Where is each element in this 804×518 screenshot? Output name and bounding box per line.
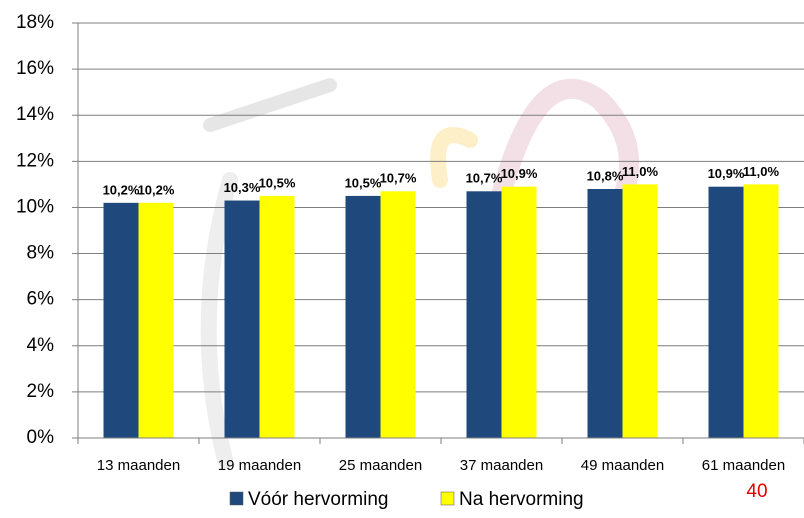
y-tick-label: 18%	[16, 12, 54, 33]
bar	[259, 195, 295, 438]
bar	[708, 186, 744, 438]
x-tick-label: 61 maanden	[702, 457, 785, 474]
page-number: 40	[746, 481, 767, 502]
value-label: 10,8%	[587, 168, 624, 183]
bar	[587, 189, 623, 438]
value-label: 10,2%	[103, 182, 140, 197]
y-tick-label: 6%	[27, 289, 55, 310]
y-tick-label: 10%	[16, 196, 54, 217]
y-tick-label: 4%	[27, 335, 55, 356]
bar	[743, 184, 779, 438]
x-tick-label: 19 maanden	[218, 457, 301, 474]
legend-label: Na hervorming	[459, 489, 584, 510]
value-label: 10,3%	[224, 180, 261, 195]
bar	[138, 202, 174, 438]
value-label: 10,7%	[466, 171, 503, 186]
x-tick-label: 13 maanden	[97, 457, 180, 474]
value-label: 11,0%	[622, 164, 659, 179]
legend-swatch	[229, 491, 244, 506]
value-label: 11,0%	[743, 164, 780, 179]
legend-swatch	[440, 491, 455, 506]
y-tick-label: 16%	[16, 58, 54, 79]
bar	[622, 184, 658, 438]
bar	[380, 191, 416, 438]
y-tick-label: 12%	[16, 150, 54, 171]
value-label: 10,9%	[708, 166, 745, 181]
bar	[345, 195, 381, 438]
y-tick-label: 0%	[27, 427, 55, 448]
bar	[501, 186, 537, 438]
y-tick-label: 8%	[27, 243, 55, 264]
value-label: 10,7%	[380, 171, 417, 186]
bar	[103, 202, 139, 438]
value-label: 10,9%	[501, 166, 538, 181]
bar	[224, 200, 260, 438]
x-tick-label: 25 maanden	[339, 457, 422, 474]
x-tick-label: 37 maanden	[460, 457, 543, 474]
bar	[466, 191, 502, 438]
value-label: 10,2%	[138, 182, 175, 197]
value-label: 10,5%	[345, 175, 382, 190]
y-tick-label: 14%	[16, 104, 54, 125]
y-tick-label: 2%	[27, 381, 55, 402]
x-tick-label: 49 maanden	[581, 457, 664, 474]
legend-label: Vóór hervorming	[248, 489, 388, 510]
value-label: 10,5%	[259, 175, 296, 190]
